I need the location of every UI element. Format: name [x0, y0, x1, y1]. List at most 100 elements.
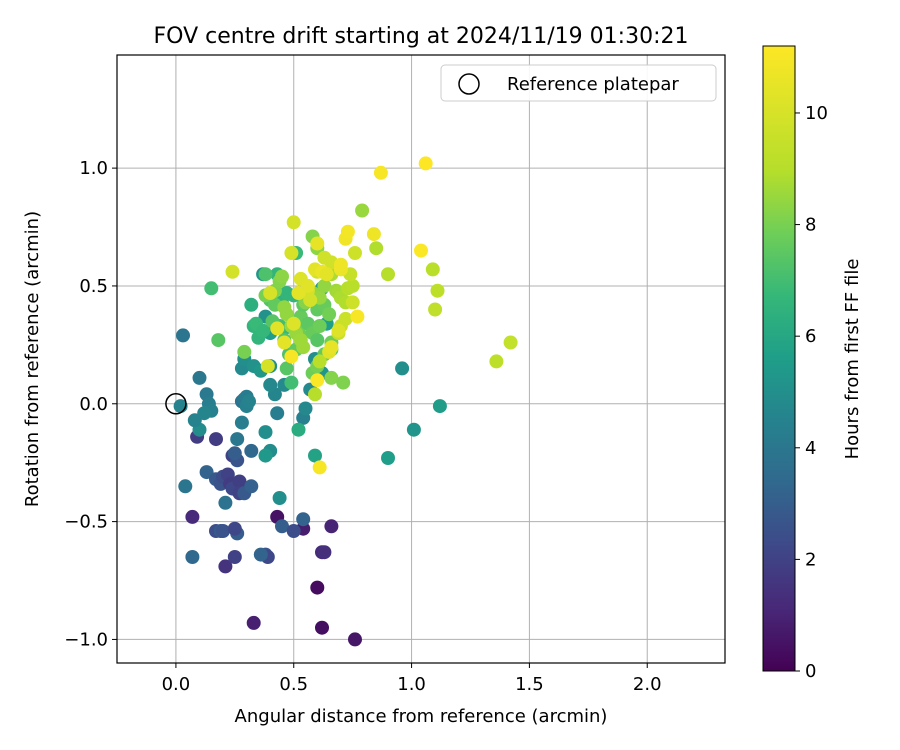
- x-tick-label: 0.5: [279, 674, 308, 695]
- data-point: [348, 632, 362, 647]
- colorbar-tick-label: 4: [805, 438, 816, 459]
- data-point: [244, 443, 259, 458]
- data-point: [308, 448, 322, 463]
- data-point: [279, 361, 294, 376]
- data-point: [211, 333, 226, 348]
- legend: Reference platepar: [440, 64, 717, 102]
- y-tick-label: 0.0: [79, 394, 108, 415]
- data-point: [338, 311, 353, 326]
- data-point: [185, 509, 200, 524]
- data-point: [418, 156, 433, 171]
- data-point: [277, 335, 292, 350]
- data-point: [428, 302, 443, 317]
- data-point: [345, 295, 360, 310]
- x-tick-label: 1.5: [515, 674, 544, 695]
- data-point: [258, 448, 273, 463]
- y-tick-label: 1.0: [79, 158, 108, 179]
- data-point: [284, 349, 299, 364]
- data-point: [291, 422, 306, 437]
- data-point: [286, 524, 301, 538]
- data-point: [218, 495, 233, 510]
- data-point: [270, 406, 285, 421]
- data-point: [366, 227, 381, 242]
- data-point: [406, 422, 421, 437]
- data-point: [209, 432, 223, 447]
- data-point: [284, 246, 299, 260]
- data-point: [355, 203, 370, 218]
- chart-title: FOV centre drift starting at 2024/11/19 …: [154, 24, 689, 49]
- data-point: [270, 321, 285, 336]
- data-point: [234, 415, 249, 430]
- y-axis-ticks: −1.0 −0.5 0.0 0.5 1.0: [64, 158, 117, 650]
- y-tick-label: 0.5: [79, 276, 108, 297]
- data-point: [489, 354, 504, 369]
- data-point: [414, 243, 428, 258]
- data-point: [310, 580, 325, 595]
- x-tick-label: 1.0: [397, 674, 426, 695]
- x-axis-label: Angular distance from reference (arcmin): [235, 706, 608, 727]
- data-point: [227, 521, 242, 536]
- data-point: [286, 316, 301, 331]
- data-point: [300, 278, 315, 293]
- data-point: [425, 262, 440, 277]
- data-point: [225, 264, 240, 279]
- data-point: [286, 215, 301, 230]
- data-point: [296, 340, 311, 355]
- data-point: [317, 545, 332, 560]
- data-point: [336, 375, 351, 390]
- data-point: [242, 394, 256, 409]
- data-point: [381, 451, 395, 465]
- data-point: [204, 281, 219, 296]
- data-point: [312, 319, 327, 333]
- y-tick-label: −1.0: [64, 629, 108, 650]
- data-point: [237, 344, 252, 359]
- data-point: [272, 491, 287, 505]
- colorbar-tick-label: 10: [805, 103, 828, 124]
- data-point: [244, 297, 259, 312]
- data-point: [246, 615, 261, 630]
- data-point: [232, 474, 247, 489]
- data-point: [319, 267, 334, 282]
- colorbar-label: Hours from first FF file: [842, 259, 863, 460]
- colorbar: 0 2 4 6 8 10 Hours from first FF file: [762, 45, 863, 682]
- data-point: [333, 257, 348, 272]
- colorbar-tick-label: 6: [805, 326, 816, 347]
- data-point: [331, 323, 346, 338]
- data-point: [317, 278, 332, 293]
- colorbar-tick-label: 0: [805, 661, 816, 682]
- data-point: [315, 620, 329, 635]
- data-point: [176, 328, 190, 343]
- data-point: [260, 359, 275, 374]
- data-point: [253, 547, 268, 562]
- data-point: [310, 236, 325, 251]
- y-axis-label: Rotation from reference (arcmin): [22, 211, 43, 507]
- colorbar-tick-label: 2: [805, 549, 816, 570]
- data-point: [296, 512, 311, 527]
- data-point: [345, 278, 360, 293]
- data-point: [227, 550, 242, 564]
- data-point: [258, 425, 273, 440]
- data-point: [244, 479, 259, 494]
- data-point: [256, 323, 271, 338]
- data-point: [230, 432, 245, 447]
- data-point: [373, 165, 388, 180]
- data-point: [369, 241, 384, 256]
- reference-platepar-marker: [165, 393, 187, 415]
- data-point: [430, 283, 445, 298]
- x-axis-ticks: 0.0 0.5 1.0 1.5 2.0: [162, 663, 662, 695]
- data-point: [324, 340, 339, 355]
- data-point: [298, 401, 313, 416]
- data-point: [218, 559, 233, 574]
- data-point: [350, 309, 365, 324]
- data-point: [277, 300, 292, 315]
- data-point: [432, 399, 447, 414]
- colorbar-gradient: [762, 45, 796, 672]
- data-point: [187, 413, 202, 428]
- data-point: [324, 370, 339, 385]
- data-point: [185, 550, 200, 564]
- legend-open-circle-icon: [458, 73, 480, 95]
- y-tick-label: −0.5: [64, 512, 108, 533]
- data-point: [263, 377, 278, 392]
- data-point: [275, 269, 289, 284]
